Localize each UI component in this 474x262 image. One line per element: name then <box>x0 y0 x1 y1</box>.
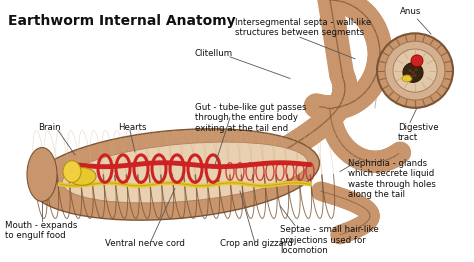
Text: Intersegmental septa - wall-like
structures between segments: Intersegmental septa - wall-like structu… <box>235 18 371 37</box>
Text: Earthworm Internal Anatomy: Earthworm Internal Anatomy <box>8 14 236 28</box>
Circle shape <box>411 71 414 74</box>
Ellipse shape <box>68 168 96 185</box>
Text: Septae - small hair-like
projections used for
locomotion: Septae - small hair-like projections use… <box>280 226 379 255</box>
Text: Brain: Brain <box>38 123 61 132</box>
Text: Gut - tube-like gut passes
through the entire body
exiting at the tail end: Gut - tube-like gut passes through the e… <box>195 103 307 133</box>
Ellipse shape <box>63 161 81 182</box>
Text: Hearts: Hearts <box>118 123 146 132</box>
Ellipse shape <box>62 142 308 203</box>
Circle shape <box>403 63 423 82</box>
Circle shape <box>409 69 411 72</box>
Text: Ventral nerve cord: Ventral nerve cord <box>105 239 185 248</box>
Text: Mouth - expands
to engulf food: Mouth - expands to engulf food <box>5 221 77 240</box>
Text: Crop and gizzard: Crop and gizzard <box>220 239 293 248</box>
Ellipse shape <box>30 129 319 220</box>
Circle shape <box>411 55 423 67</box>
Text: Clitellum: Clitellum <box>195 50 233 58</box>
Circle shape <box>414 68 418 71</box>
Text: Anus: Anus <box>400 7 431 34</box>
Text: Nephridia - glands
which secrete liquid
waste through holes
along the tail: Nephridia - glands which secrete liquid … <box>348 159 436 199</box>
Ellipse shape <box>27 148 57 201</box>
Circle shape <box>385 41 445 100</box>
Circle shape <box>410 75 413 78</box>
Ellipse shape <box>402 75 412 82</box>
Circle shape <box>413 74 417 77</box>
Circle shape <box>393 49 437 92</box>
Text: Digestive
tract: Digestive tract <box>398 123 438 142</box>
Circle shape <box>377 33 453 108</box>
